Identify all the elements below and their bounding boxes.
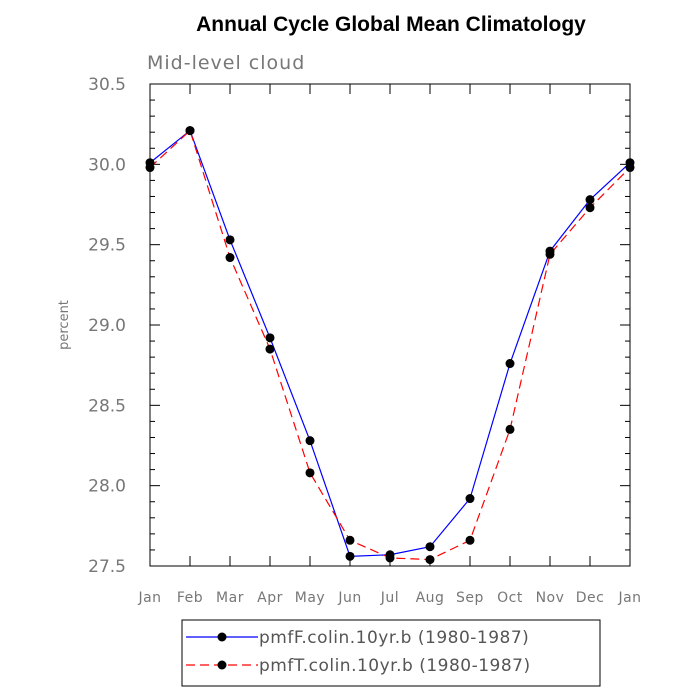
data-point [425, 542, 435, 552]
x-tick-label: Jul [380, 590, 399, 606]
y-tick-label: 28.5 [88, 396, 126, 416]
x-tick-label: Aug [416, 590, 445, 606]
data-point [265, 344, 275, 354]
x-tick-label: Jan [137, 590, 161, 606]
data-point [505, 359, 515, 369]
data-point [425, 555, 435, 565]
legend-label: pmfF.colin.10yr.b (1980-1987) [259, 628, 529, 648]
data-point [385, 553, 395, 563]
x-tick-label: Sep [456, 590, 484, 606]
axis-ticks [149, 83, 631, 567]
x-tick-label: Oct [497, 590, 523, 606]
data-point [345, 551, 355, 561]
data-point [265, 333, 275, 343]
legend-label: pmfT.colin.10yr.b (1980-1987) [259, 656, 531, 676]
y-axis-label: percent [57, 300, 72, 350]
x-tick-label: Dec [576, 590, 605, 606]
chart-title: Annual Cycle Global Mean Climatology [196, 13, 586, 36]
data-point [345, 535, 355, 545]
data-point [185, 126, 195, 136]
x-tick-labels: Jan Feb Mar Apr May Jun Jul Aug Sep Oct Nov Dec Jan [137, 590, 641, 606]
legend-marker [217, 632, 227, 642]
data-point [145, 163, 155, 173]
series-lines [145, 126, 635, 565]
y-tick-label: 27.5 [88, 557, 126, 577]
x-tick-label: May [295, 590, 325, 606]
plot-frame [149, 83, 631, 567]
data-point [465, 494, 475, 504]
x-tick-label: Feb [177, 590, 203, 606]
data-point [305, 436, 315, 446]
x-tick-label: Apr [257, 590, 283, 606]
data-point [505, 424, 515, 434]
legend-box [181, 619, 601, 687]
y-tick-label: 30.0 [88, 155, 126, 175]
x-tick-label: Nov [536, 590, 565, 606]
data-point [625, 163, 635, 173]
legend: pmfF.colin.10yr.b (1980-1987) pmfT.colin.… [181, 619, 601, 687]
data-point [465, 535, 475, 545]
x-tick-label: Jun [337, 590, 361, 606]
data-point [585, 195, 595, 205]
data-point [305, 468, 315, 478]
data-point [225, 253, 235, 263]
x-tick-label: Mar [216, 590, 244, 606]
data-point [545, 249, 555, 259]
y-tick-label: 30.5 [88, 75, 126, 95]
chart-subtitle: Mid-level cloud [147, 52, 305, 74]
series-line [149, 129, 631, 561]
y-tick-labels: 27.5 28.0 28.5 29.0 29.5 30.0 30.5 [88, 75, 126, 577]
x-tick-label: Jan [617, 590, 641, 606]
y-tick-label: 28.0 [88, 477, 126, 497]
y-tick-label: 29.5 [88, 236, 126, 256]
data-point [225, 235, 235, 245]
legend-marker [217, 660, 227, 670]
series-line [149, 129, 631, 557]
data-point [585, 203, 595, 213]
y-tick-label: 29.0 [88, 316, 126, 336]
